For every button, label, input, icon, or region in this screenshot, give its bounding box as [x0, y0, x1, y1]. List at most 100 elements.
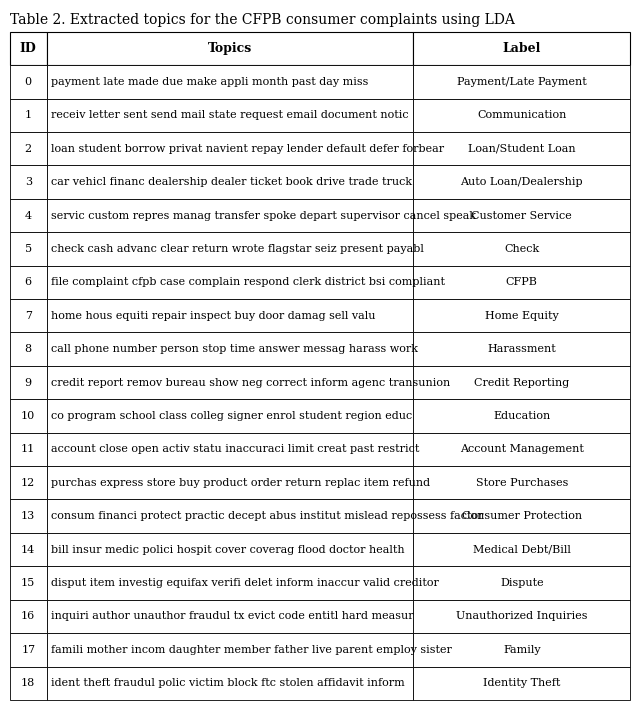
Bar: [47, 199, 413, 232]
Bar: [10, 433, 47, 466]
Bar: [47, 332, 413, 366]
Bar: [413, 232, 630, 266]
Text: 18: 18: [21, 678, 35, 688]
Text: bill insur medic polici hospit cover coverag flood doctor health: bill insur medic polici hospit cover cov…: [51, 544, 405, 554]
Bar: [47, 266, 413, 299]
Text: ID: ID: [20, 42, 36, 55]
Text: Label: Label: [502, 42, 541, 55]
Text: car vehicl financ dealership dealer ticket book drive trade truck: car vehicl financ dealership dealer tick…: [51, 177, 412, 187]
Bar: [47, 399, 413, 433]
Text: 8: 8: [25, 344, 32, 354]
Text: servic custom repres manag transfer spoke depart supervisor cancel speak: servic custom repres manag transfer spok…: [51, 211, 476, 221]
Text: 12: 12: [21, 478, 35, 488]
Bar: [413, 566, 630, 600]
Text: famili mother incom daughter member father live parent employ sister: famili mother incom daughter member fath…: [51, 645, 452, 655]
Text: Account Management: Account Management: [460, 445, 584, 455]
Text: Auto Loan/Dealership: Auto Loan/Dealership: [460, 177, 583, 187]
Bar: [47, 299, 413, 332]
Bar: [10, 199, 47, 232]
Bar: [413, 366, 630, 399]
Text: 14: 14: [21, 544, 35, 554]
Bar: [10, 366, 47, 399]
Bar: [47, 633, 413, 667]
Text: disput item investig equifax verifi delet inform inaccur valid creditor: disput item investig equifax verifi dele…: [51, 578, 439, 588]
Text: file complaint cfpb case complain respond clerk district bsi compliant: file complaint cfpb case complain respon…: [51, 277, 445, 287]
Text: consum financi protect practic decept abus institut mislead repossess factor: consum financi protect practic decept ab…: [51, 511, 484, 521]
Text: Loan/Student Loan: Loan/Student Loan: [468, 144, 575, 153]
Text: 1: 1: [25, 110, 32, 120]
Bar: [413, 633, 630, 667]
Text: inquiri author unauthor fraudul tx evict code entitl hard measur: inquiri author unauthor fraudul tx evict…: [51, 612, 414, 621]
Text: Topics: Topics: [208, 42, 252, 55]
Text: check cash advanc clear return wrote flagstar seiz present payabl: check cash advanc clear return wrote fla…: [51, 244, 424, 254]
Bar: [47, 499, 413, 533]
Bar: [10, 533, 47, 566]
Bar: [413, 600, 630, 633]
Bar: [47, 600, 413, 633]
Bar: [10, 566, 47, 600]
Bar: [413, 433, 630, 466]
Bar: [413, 533, 630, 566]
Bar: [10, 98, 47, 132]
Bar: [413, 98, 630, 132]
Bar: [10, 600, 47, 633]
Bar: [413, 165, 630, 199]
Bar: [47, 366, 413, 399]
Bar: [413, 266, 630, 299]
Bar: [10, 399, 47, 433]
Bar: [413, 499, 630, 533]
Text: Harassment: Harassment: [488, 344, 556, 354]
Text: Dispute: Dispute: [500, 578, 543, 588]
Text: 0: 0: [25, 77, 32, 87]
Text: Consumer Protection: Consumer Protection: [461, 511, 582, 521]
Bar: [47, 165, 413, 199]
Text: Customer Service: Customer Service: [472, 211, 572, 221]
Text: Store Purchases: Store Purchases: [476, 478, 568, 488]
Text: Medical Debt/Bill: Medical Debt/Bill: [473, 544, 571, 554]
Text: 2: 2: [25, 144, 32, 153]
Bar: [413, 399, 630, 433]
Bar: [47, 433, 413, 466]
Bar: [47, 667, 413, 700]
Text: 7: 7: [25, 311, 32, 321]
Text: receiv letter sent send mail state request email document notic: receiv letter sent send mail state reque…: [51, 110, 409, 120]
Bar: [413, 667, 630, 700]
Bar: [413, 199, 630, 232]
Bar: [10, 266, 47, 299]
Bar: [413, 32, 630, 65]
Text: call phone number person stop time answer messag harass work: call phone number person stop time answe…: [51, 344, 419, 354]
Bar: [47, 132, 413, 165]
Text: loan student borrow privat navient repay lender default defer forbear: loan student borrow privat navient repay…: [51, 144, 444, 153]
Text: Education: Education: [493, 411, 550, 421]
Bar: [10, 633, 47, 667]
Text: 17: 17: [21, 645, 35, 655]
Text: ident theft fraudul polic victim block ftc stolen affidavit inform: ident theft fraudul polic victim block f…: [51, 678, 405, 688]
Bar: [10, 299, 47, 332]
Bar: [47, 32, 413, 65]
Bar: [47, 533, 413, 566]
Text: Family: Family: [503, 645, 541, 655]
Bar: [10, 165, 47, 199]
Text: Identity Theft: Identity Theft: [483, 678, 561, 688]
Text: 5: 5: [25, 244, 32, 254]
Bar: [47, 98, 413, 132]
Text: 13: 13: [21, 511, 35, 521]
Bar: [413, 332, 630, 366]
Bar: [413, 466, 630, 499]
Bar: [47, 65, 413, 99]
Text: 4: 4: [25, 211, 32, 221]
Bar: [10, 65, 47, 99]
Bar: [413, 132, 630, 165]
Bar: [10, 667, 47, 700]
Text: purchas express store buy product order return replac item refund: purchas express store buy product order …: [51, 478, 431, 488]
Text: 15: 15: [21, 578, 35, 588]
Bar: [413, 65, 630, 99]
Text: co program school class colleg signer enrol student region educ: co program school class colleg signer en…: [51, 411, 413, 421]
Text: credit report remov bureau show neg correct inform agenc transunion: credit report remov bureau show neg corr…: [51, 378, 451, 387]
Bar: [10, 32, 47, 65]
Text: ACCEPTED
MANUSCRIPT: ACCEPTED MANUSCRIPT: [92, 230, 394, 477]
Text: 6: 6: [25, 277, 32, 287]
Text: home hous equiti repair inspect buy door damag sell valu: home hous equiti repair inspect buy door…: [51, 311, 376, 321]
Bar: [47, 466, 413, 499]
Bar: [10, 132, 47, 165]
